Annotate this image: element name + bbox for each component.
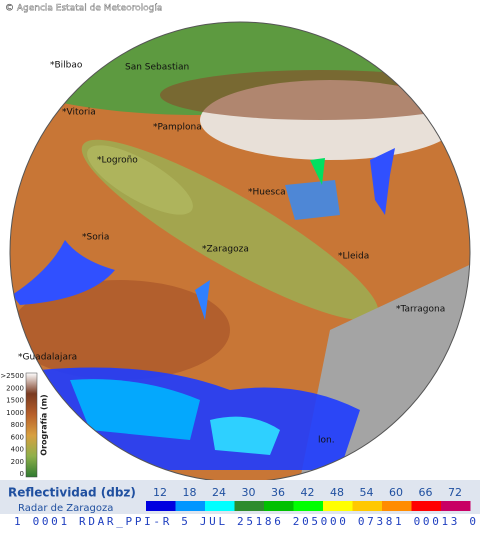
city-label: lon. [318, 436, 335, 446]
terrain [10, 22, 470, 480]
legend-title: Reflectividad (dbz) [8, 486, 136, 500]
level-swatch [352, 501, 382, 511]
level-value: 54 [360, 486, 374, 499]
level-value: 30 [242, 486, 256, 499]
orography-label: 400 [11, 446, 24, 454]
level-value: 72 [448, 486, 462, 499]
city-label: *Tarragona [396, 305, 445, 315]
orography-label: 200 [11, 458, 24, 466]
orography-scale [25, 372, 38, 478]
level-value: 66 [419, 486, 433, 499]
level-swatch [205, 501, 235, 511]
credit: © Agencia Estatal de Meteorología [5, 4, 162, 14]
city-label: *Bilbao [50, 61, 83, 71]
orography-label: 800 [11, 421, 24, 429]
orography-label: 2000 [6, 384, 24, 392]
city-label: *Guadalajara [18, 353, 77, 363]
level-swatch [441, 501, 471, 511]
level-swatch [382, 501, 412, 511]
city-label: *Lleida [338, 252, 369, 262]
level-swatch [146, 501, 176, 511]
logo: aemet [412, 452, 476, 473]
level-swatch [411, 501, 441, 511]
city-label: *Vitoria [62, 108, 96, 118]
city-label: *Zaragoza [202, 245, 249, 255]
level-swatch [323, 501, 353, 511]
orography-label: 600 [11, 433, 24, 441]
level-swatch [293, 501, 323, 511]
city-label: San Sebastian [125, 63, 189, 73]
orography-label: 0 [20, 470, 24, 478]
orography-title: Orografía (m) [40, 394, 49, 455]
orography-label: >2500 [0, 372, 24, 380]
orography-label: 1500 [6, 397, 24, 405]
level-swatch [175, 501, 205, 511]
status-bar [0, 514, 480, 530]
level-value: 48 [330, 486, 344, 499]
city-label: *Soria [82, 233, 109, 243]
level-swatch [264, 501, 294, 511]
level-value: 60 [389, 486, 403, 499]
orography-label: 1000 [6, 409, 24, 417]
city-label: *Logroño [97, 156, 138, 166]
city-label: *Pamplona [153, 123, 202, 133]
level-value: 18 [183, 486, 197, 499]
level-value: 42 [301, 486, 315, 499]
legend-subtitle: Radar de Zaragoza [18, 503, 113, 514]
city-label: *Huesca [248, 188, 286, 198]
level-value: 36 [271, 486, 285, 499]
level-swatch [234, 501, 264, 511]
level-value: 12 [153, 486, 167, 499]
level-value: 24 [212, 486, 226, 499]
